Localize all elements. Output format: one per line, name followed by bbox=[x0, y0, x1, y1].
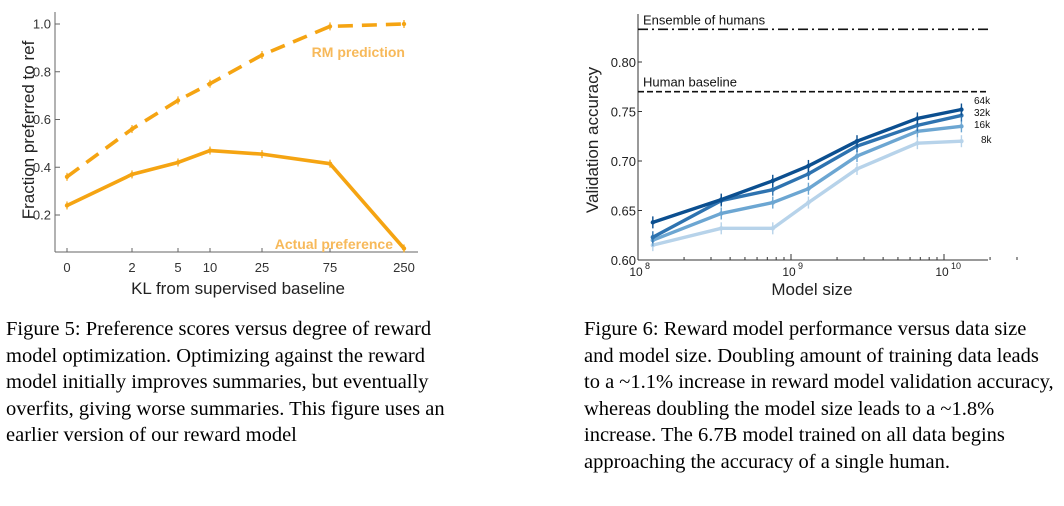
data-point bbox=[719, 211, 724, 216]
data-point bbox=[854, 139, 860, 144]
x-tick-label: 250 bbox=[393, 260, 415, 275]
series-line-8k bbox=[652, 139, 962, 247]
x-tick-label: 10 bbox=[782, 265, 796, 279]
data-point bbox=[806, 186, 811, 191]
series-label-64k: 64k bbox=[974, 96, 991, 107]
x-axis-label: Model size bbox=[771, 280, 852, 299]
data-point bbox=[959, 107, 964, 112]
x-tick-label: 0 bbox=[63, 260, 70, 275]
x-tick-label: 10 bbox=[629, 265, 643, 279]
y-tick-label: 0.6 bbox=[33, 112, 51, 127]
data-point bbox=[806, 163, 811, 169]
data-point bbox=[915, 123, 920, 128]
data-point bbox=[770, 226, 775, 231]
x-tick-label-base: 10 bbox=[935, 265, 949, 279]
x-tick-label: 10 bbox=[203, 260, 217, 275]
data-point bbox=[770, 200, 775, 205]
series-line-actual-preference bbox=[66, 148, 406, 250]
series-label-8k: 8k bbox=[981, 135, 993, 146]
y-tick-label: 0.75 bbox=[611, 105, 636, 120]
data-point bbox=[854, 166, 860, 172]
x-tick-label: 5 bbox=[174, 260, 181, 275]
series-label-actual-preference: Actual preference bbox=[275, 236, 393, 252]
figure-6-chart: Validation accuracy Model size 0.60 0.65 0… bbox=[583, 12, 1018, 299]
series-label-16k: 16k bbox=[974, 120, 991, 131]
y-tick-label: 0.2 bbox=[33, 208, 51, 223]
x-tick-label: 75 bbox=[323, 260, 337, 275]
data-point bbox=[915, 116, 920, 121]
y-axis-label: Fraction preferred to ref bbox=[19, 40, 38, 219]
x-tick-label-exponent: 8 bbox=[645, 261, 650, 271]
data-point bbox=[650, 235, 656, 240]
x-axis-label: KL from supervised baseline bbox=[131, 279, 345, 298]
data-point bbox=[854, 153, 860, 159]
x-tick-label-exponent: 9 bbox=[798, 261, 803, 271]
figure-5-caption: Figure 5: Preference scores versus degre… bbox=[6, 318, 445, 446]
y-tick-label: 0.8 bbox=[33, 64, 51, 79]
x-tick-label-base: 10 bbox=[629, 265, 643, 279]
data-point bbox=[650, 220, 656, 225]
y-tick-label: 0.70 bbox=[611, 154, 636, 169]
data-point bbox=[719, 226, 724, 231]
data-point bbox=[959, 124, 964, 129]
y-axis-label: Validation accuracy bbox=[583, 66, 602, 213]
data-point bbox=[915, 140, 920, 146]
data-point bbox=[806, 171, 811, 177]
x-tick-label-exponent: 10 bbox=[951, 261, 961, 271]
series-label-rm-prediction: RM prediction bbox=[312, 44, 405, 60]
figure-5-chart: Fraction preferred to ref KL from superv… bbox=[19, 12, 418, 298]
x-tick-label: 2 bbox=[128, 260, 135, 275]
series-label-32k: 32k bbox=[974, 108, 991, 119]
data-point bbox=[719, 197, 724, 202]
y-tick-label: 0.80 bbox=[611, 55, 636, 70]
reference-line-label: Human baseline bbox=[643, 75, 737, 90]
y-tick-label: 1.0 bbox=[33, 17, 51, 32]
y-tick-label: 0.65 bbox=[611, 204, 636, 219]
y-tick-label: 0.4 bbox=[33, 160, 51, 175]
x-tick-label: 25 bbox=[255, 260, 269, 275]
data-point bbox=[806, 200, 811, 205]
reference-line-label: Ensemble of humans bbox=[643, 12, 766, 27]
figure-6-caption: Figure 6: Reward model performance versu… bbox=[584, 318, 1054, 473]
x-tick-label-base: 10 bbox=[782, 265, 796, 279]
x-tick-label: 10 bbox=[935, 265, 949, 279]
data-point bbox=[770, 187, 775, 192]
data-point bbox=[959, 139, 964, 144]
y-tick-label: 0.60 bbox=[611, 253, 636, 268]
data-point bbox=[770, 178, 775, 183]
